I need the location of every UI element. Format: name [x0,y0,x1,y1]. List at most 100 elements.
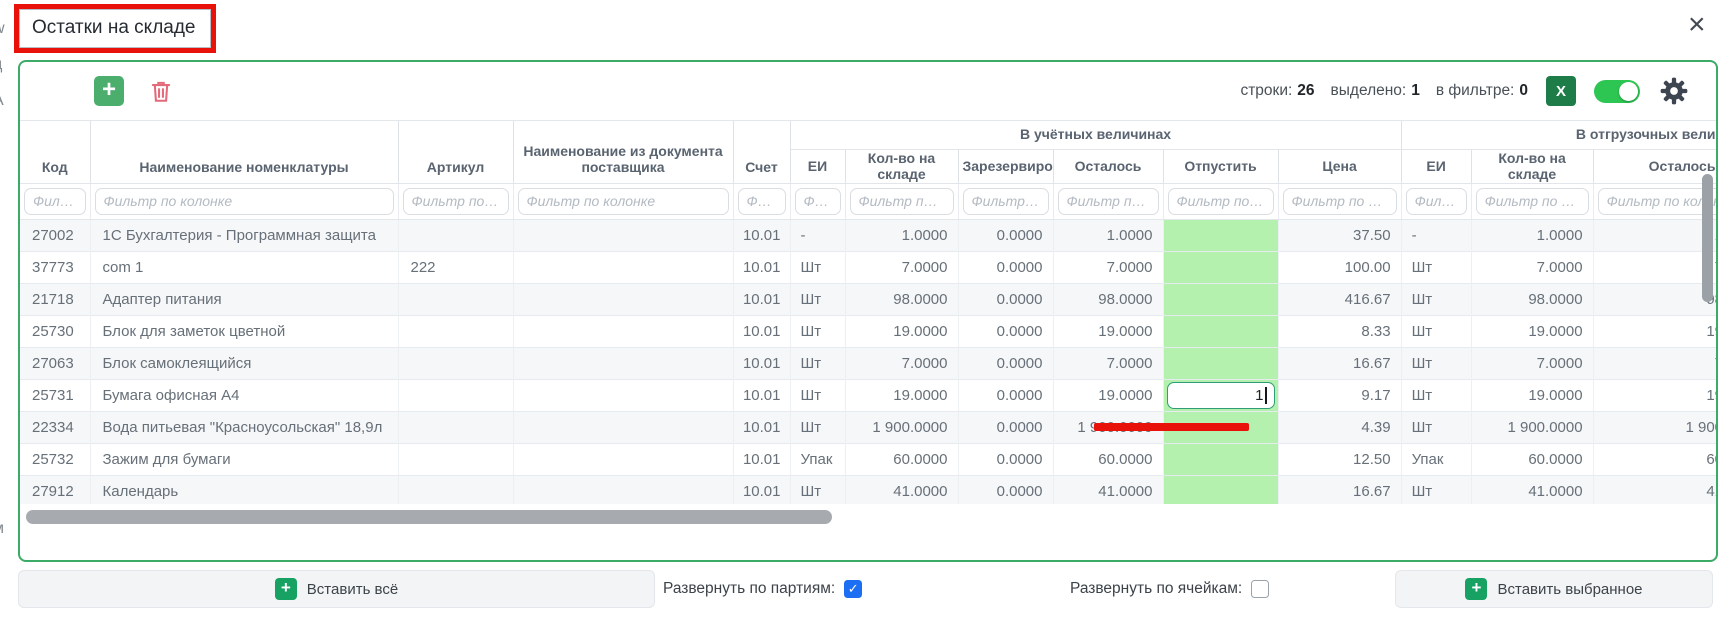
cell-remaining[interactable]: 98.0000 [1053,282,1164,316]
cell-qty2[interactable]: 1 900.0000 [1471,410,1594,444]
col-header-unit2[interactable]: ЕИ [1401,149,1472,184]
cell-name[interactable]: Адаптер питания [90,282,399,316]
filter-input-remaining2[interactable] [1597,187,1716,215]
close-icon[interactable]: × [1688,8,1706,41]
cell-price[interactable]: 4.39 [1278,410,1402,444]
cell-reserved[interactable]: 0.0000 [958,442,1054,476]
filter-input-account[interactable] [737,187,786,215]
cell-release[interactable] [1093,410,1279,444]
cell-code[interactable]: 22334 [20,410,91,444]
cell-unit2[interactable]: Шт [1401,474,1472,504]
cell-code[interactable]: 37773 [20,250,91,284]
cell-unit2[interactable]: Шт [1401,282,1472,316]
cell-reserved[interactable]: 0.0000 [958,282,1054,316]
cell-remaining2[interactable]: 41.0000 [1593,474,1716,504]
cell-article[interactable] [398,219,514,252]
filter-input-unit[interactable] [794,187,841,215]
cell-supplier_name[interactable] [513,314,734,348]
cell-price[interactable]: 9.17 [1278,378,1402,412]
col-header-supplier-name[interactable]: Наименование из документа поставщика [513,121,734,184]
cell-name[interactable]: Бумага офисная А4 [90,378,399,412]
cell-article[interactable] [398,314,514,348]
filter-input-release[interactable] [1167,187,1274,215]
toggle-switch[interactable] [1594,79,1640,103]
col-header-name[interactable]: Наименование номенклатуры [90,121,399,184]
cell-qty2[interactable]: 7.0000 [1471,250,1594,284]
cell-code[interactable]: 27063 [20,346,91,380]
vertical-scrollbar-thumb[interactable] [1702,174,1713,302]
cell-qty[interactable]: 1 900.0000 [845,410,959,444]
cell-remaining2[interactable]: 7.0000 [1593,250,1716,284]
cell-code[interactable]: 27912 [20,474,91,504]
filter-input-reserved[interactable] [962,187,1049,215]
filter-input-unit2[interactable] [1405,187,1467,215]
cell-reserved[interactable]: 0.0000 [958,314,1054,348]
cell-unit[interactable]: Шт [790,474,846,504]
cell-supplier_name[interactable] [513,282,734,316]
cell-account[interactable]: 10.01 [733,314,791,348]
cell-price[interactable]: 37.50 [1278,219,1402,252]
cell-supplier_name[interactable] [513,378,734,412]
filter-input-name[interactable] [94,187,394,215]
cell-account[interactable]: 10.01 [733,219,791,252]
cell-qty2[interactable]: 98.0000 [1471,282,1594,316]
cell-price[interactable]: 12.50 [1278,442,1402,476]
cell-reserved[interactable]: 0.0000 [958,219,1054,252]
cell-qty[interactable]: 19.0000 [845,314,959,348]
cell-supplier_name[interactable] [513,410,734,444]
col-header-price[interactable]: Цена [1278,149,1402,184]
cell-remaining[interactable]: 60.0000 [1053,442,1164,476]
col-header-unit[interactable]: ЕИ [790,149,846,184]
cell-code[interactable]: 25731 [20,378,91,412]
cell-release[interactable] [1163,442,1279,476]
cell-article[interactable] [398,442,514,476]
cell-price[interactable]: 100.00 [1278,250,1402,284]
cell-supplier_name[interactable] [513,346,734,380]
insert-all-button[interactable]: + Вставить всё [18,570,655,608]
cell-remaining2[interactable]: 98.0000 [1593,282,1716,316]
cell-unit[interactable]: Шт [790,282,846,316]
filter-input-remaining[interactable] [1057,187,1159,215]
cell-price[interactable]: 16.67 [1278,474,1402,504]
cell-unit2[interactable]: Шт [1401,346,1472,380]
cell-qty[interactable]: 41.0000 [845,474,959,504]
col-header-article[interactable]: Артикул [398,121,514,184]
cell-article[interactable] [398,346,514,380]
cell-code[interactable]: 25730 [20,314,91,348]
cell-account[interactable]: 10.01 [733,250,791,284]
cell-qty[interactable]: 1.0000 [845,219,959,252]
cell-remaining2[interactable]: 19.0000 [1593,314,1716,348]
cell-account[interactable]: 10.01 [733,474,791,504]
cell-unit2[interactable]: Упак [1401,442,1472,476]
cell-reserved[interactable]: 0.0000 [958,410,1054,444]
cell-release[interactable] [1163,346,1279,380]
cell-unit2[interactable]: Шт [1401,250,1472,284]
cell-code[interactable]: 27002 [20,219,91,252]
col-header-code[interactable]: Код [20,121,91,184]
cell-remaining[interactable]: 7.0000 [1053,346,1164,380]
cell-qty[interactable]: 7.0000 [845,250,959,284]
release-qty-input[interactable]: 1 [1166,381,1275,409]
filter-input-article[interactable] [402,187,509,215]
filter-input-qty[interactable] [849,187,954,215]
cell-article[interactable] [398,282,514,316]
cell-release[interactable] [1163,250,1279,284]
expand-batches-checkbox[interactable]: ✓ [844,580,863,598]
cell-release[interactable] [1163,219,1279,252]
col-header-qty[interactable]: Кол-во на складе [845,149,959,184]
col-header-qty2[interactable]: Кол-во на складе [1471,149,1594,184]
cell-qty2[interactable]: 7.0000 [1471,346,1594,380]
cell-price[interactable]: 16.67 [1278,346,1402,380]
cell-qty2[interactable]: 1.0000 [1471,219,1594,252]
cell-code[interactable]: 25732 [20,442,91,476]
cell-remaining2[interactable]: 1 900.0000 [1593,410,1716,444]
cell-qty[interactable]: 19.0000 [845,378,959,412]
cell-unit2[interactable]: - [1401,219,1472,252]
horizontal-scrollbar-thumb[interactable] [26,510,832,524]
cell-account[interactable]: 10.01 [733,410,791,444]
cell-account[interactable]: 10.01 [733,442,791,476]
cell-qty2[interactable]: 19.0000 [1471,314,1594,348]
cell-remaining[interactable]: 19.0000 [1053,378,1164,412]
cell-account[interactable]: 10.01 [733,346,791,380]
cell-remaining2[interactable]: 7.0000 [1593,346,1716,380]
